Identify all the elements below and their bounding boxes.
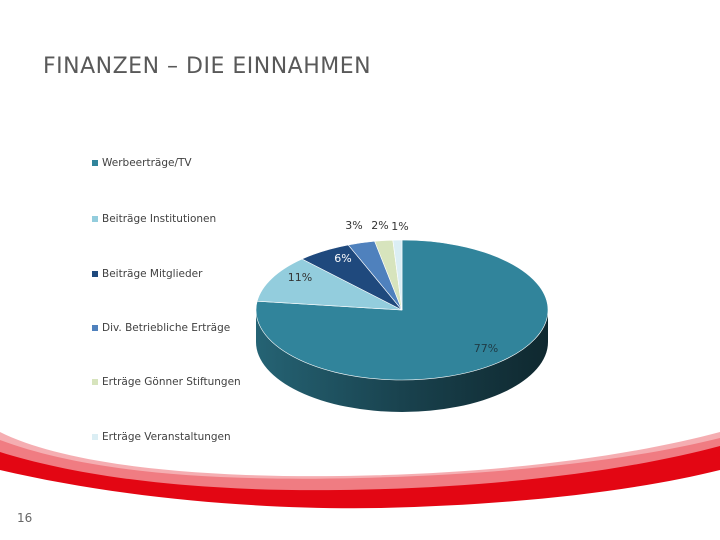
pie-data-label: 2% [371,219,388,232]
legend-swatch [92,160,98,166]
logo-text-part2: ski [655,498,693,526]
legend-swatch [92,216,98,222]
pie-slice [392,239,403,311]
legend-item: Werbeerträge/TV [92,157,192,169]
pie-data-label: 77% [474,342,498,355]
legend-swatch [92,325,98,331]
legend-swatch [92,271,98,277]
legend-label: Beiträge Institutionen [102,213,217,225]
legend-item: Beiträge Mitglieder [92,268,202,280]
pie-data-label: 11% [288,271,312,284]
slide-number: 16 [17,511,33,525]
logo-text-part1: swis [606,498,656,526]
legend-item: Div. Betriebliche Erträge [92,322,230,334]
pie-data-label: 6% [334,252,351,265]
pie-data-label: 3% [345,219,362,232]
pie-data-label: 1% [391,220,408,233]
page-title: FINANZEN – DIE EINNAHMEN [43,54,372,79]
legend-label: Erträge Veranstaltungen [102,431,231,443]
swissski-logo: swisski [606,498,693,526]
legend-swatch [92,434,98,440]
pie-slice [256,258,403,311]
legend-item: Erträge Gönner Stiftungen [92,376,241,388]
legend-label: Erträge Gönner Stiftungen [102,376,241,388]
legend-label: Div. Betriebliche Erträge [102,322,231,334]
legend-label: Beiträge Mitglieder [102,268,203,280]
legend-label: Werbeerträge/TV [102,157,192,169]
legend-item: Beiträge Institutionen [92,213,216,225]
legend-item: Erträge Veranstaltungen [92,431,231,443]
legend-swatch [92,379,98,385]
pie-slice-side [256,310,548,412]
chart-legend: Werbeerträge/TV Beiträge Institutionen B… [92,152,262,452]
